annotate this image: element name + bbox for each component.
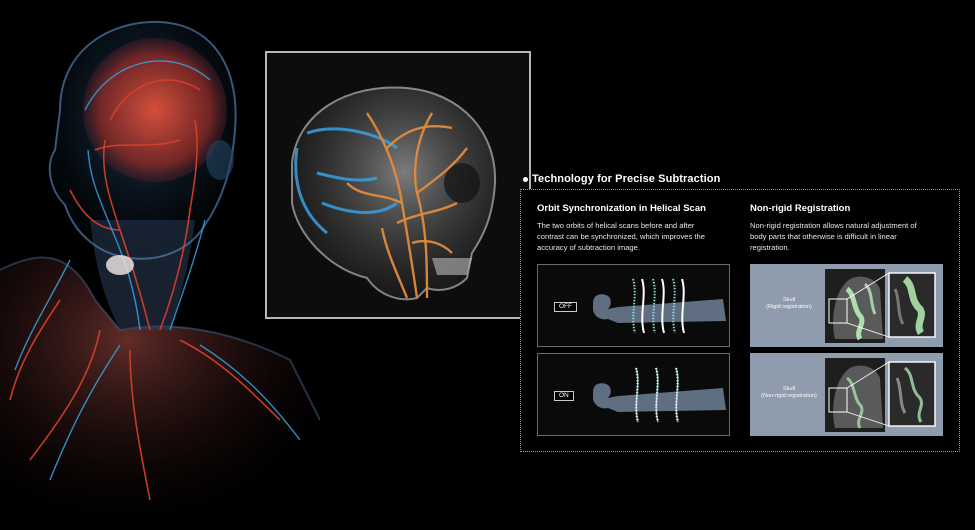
rigid-ct-slice-image	[825, 269, 936, 343]
orbit-on-diagram: ON	[537, 353, 730, 436]
nonrigid-label-line-1: Skull	[782, 386, 796, 392]
helical-off-graphic	[593, 278, 726, 334]
skull-render-graphic	[291, 86, 497, 301]
helical-on-graphic	[593, 367, 726, 423]
nonrigid-text-line-1: Non-rigid registration allows natural ad…	[750, 221, 917, 230]
rigid-label: Skull (Rigid registration)	[754, 297, 824, 311]
nonrigid-description: Non-rigid registration allows natural ad…	[750, 220, 917, 253]
orbit-off-diagram: OFF	[537, 264, 730, 347]
nonrigid-text-line-3: registration.	[750, 243, 790, 252]
bullet-icon	[523, 176, 528, 182]
orbit-text-line-2: contrast can be synchronized, which impr…	[537, 232, 705, 241]
section-title: Technology for Precise Subtraction	[532, 173, 721, 185]
orbit-text-line-1: The two orbits of helical scans before a…	[537, 221, 695, 230]
nonrigid-label: Skull (Non-rigid registration)	[754, 386, 824, 400]
orbit-title: Orbit Synchronization in Helical Scan	[537, 203, 706, 214]
nonrigid-ct-slice-image	[825, 358, 936, 432]
section-heading: Technology for Precise Subtraction	[523, 172, 720, 186]
nonrigid-registration-panel: Skull (Non-rigid registration)	[750, 353, 943, 436]
orbit-text-line-3: accuracy of subtraction image.	[537, 243, 640, 252]
nonrigid-label-line-2: (Non-rigid registration)	[761, 393, 817, 399]
orbit-description: The two orbits of helical scans before a…	[537, 220, 705, 253]
rigid-registration-panel: Skull (Rigid registration)	[750, 264, 943, 347]
on-tag: ON	[554, 391, 574, 401]
rigid-label-line-1: Skull	[782, 297, 796, 303]
nonrigid-title: Non-rigid Registration	[750, 203, 851, 214]
anatomy-figure-image	[0, 20, 320, 530]
off-tag: OFF	[554, 302, 577, 312]
ct-angiography-image	[265, 51, 531, 319]
technology-panel: Orbit Synchronization in Helical Scan Th…	[520, 189, 960, 452]
nonrigid-text-line-2: body parts that otherwise is difficult i…	[750, 232, 897, 241]
rigid-label-line-2: (Rigid registration)	[766, 304, 812, 310]
